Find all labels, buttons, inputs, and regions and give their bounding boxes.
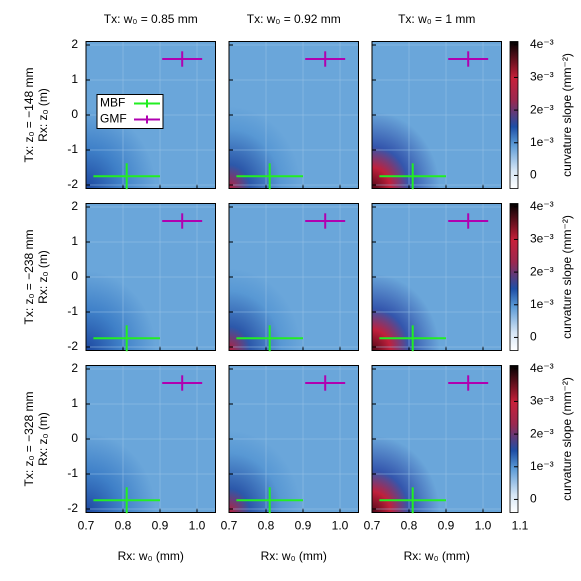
y-tick-label: 2 <box>71 37 78 51</box>
y-tick-label: -1 <box>67 304 78 318</box>
y-tick-label: 0 <box>71 107 78 121</box>
colorbar-label: curvature slope (mm⁻²) <box>560 215 574 339</box>
x-tick-label: 1.0 <box>475 519 492 533</box>
colorbar-tick-label: 1e⁻³ <box>530 135 554 149</box>
x-tick-label: 0.7 <box>78 519 95 533</box>
x-tick-label: 0.8 <box>115 519 132 533</box>
colorbar-tick-label: 0 <box>530 330 537 344</box>
y-tick-label: 2 <box>71 361 78 375</box>
column-title: Tx: w₀ = 0.92 mm <box>247 12 341 26</box>
colorbar-tick-label: 0 <box>530 168 537 182</box>
colorbar-label: curvature slope (mm⁻²) <box>560 377 574 501</box>
panel-frame <box>371 41 502 189</box>
colorbar-tick-label: 2e⁻³ <box>530 264 554 278</box>
x-tick-label: 0.7 <box>221 519 238 533</box>
colorbar <box>509 203 519 351</box>
x-tick-label: 0.9 <box>438 519 455 533</box>
panel-frame <box>228 365 359 513</box>
colorbar-tick-label: 4e⁻³ <box>530 361 554 375</box>
panel-frame <box>228 41 359 189</box>
y-tick-label: -2 <box>67 339 78 353</box>
y-tick-label: 0 <box>71 269 78 283</box>
panel-frame <box>85 203 216 351</box>
x-tick-label: 0.7 <box>364 519 381 533</box>
y-axis-label: Rx: z₀ (m) <box>36 250 50 304</box>
panel-frame <box>85 41 216 189</box>
y-tick-label: 1 <box>71 72 78 86</box>
panel-frame <box>371 365 502 513</box>
panel-frame <box>371 203 502 351</box>
colorbar-tick-label: 2e⁻³ <box>530 426 554 440</box>
x-tick-label: 0.9 <box>295 519 312 533</box>
panel-frame <box>85 365 216 513</box>
y-axis-label: Rx: z₀ (m) <box>36 88 50 142</box>
legend-label: GMF <box>100 112 127 126</box>
colorbar <box>509 365 519 513</box>
x-tick-label: 1.0 <box>189 519 206 533</box>
row-label: Tx: z₀ = −238 mm <box>22 229 36 324</box>
x-tick-label: 0.8 <box>401 519 418 533</box>
y-tick-label: -2 <box>67 177 78 191</box>
colorbar-tick-label: 4e⁻³ <box>530 37 554 51</box>
y-tick-label: -2 <box>67 501 78 515</box>
colorbar-tick-label: 3e⁻³ <box>530 394 554 408</box>
colorbar <box>509 41 519 189</box>
x-axis-label: Rx: w₀ (mm) <box>404 549 470 563</box>
y-tick-label: 2 <box>71 199 78 213</box>
y-tick-label: -1 <box>67 142 78 156</box>
row-label: Tx: z₀ = −328 mm <box>22 391 36 486</box>
colorbar-tick-label: 0 <box>530 492 537 506</box>
legend-label: MBF <box>100 96 125 110</box>
y-tick-label: 1 <box>71 234 78 248</box>
colorbar-tick-label: 3e⁻³ <box>530 232 554 246</box>
colorbar-tick-label: 2e⁻³ <box>530 102 554 116</box>
x-tick-label: 0.8 <box>258 519 275 533</box>
legend-box <box>96 94 164 129</box>
colorbar-tick-label: 3e⁻³ <box>530 70 554 84</box>
column-title: Tx: w₀ = 1 mm <box>398 12 475 26</box>
colorbar-tick-label: 1e⁻³ <box>530 459 554 473</box>
x-axis-label: Rx: w₀ (mm) <box>118 549 184 563</box>
column-title: Tx: w₀ = 0.85 mm <box>104 12 198 26</box>
x-axis-label: Rx: w₀ (mm) <box>261 549 327 563</box>
y-tick-label: 0 <box>71 431 78 445</box>
row-label: Tx: z₀ = −148 mm <box>22 67 36 162</box>
colorbar-tick-label: 4e⁻³ <box>530 199 554 213</box>
panel-frame <box>228 203 359 351</box>
y-axis-label: Rx: z₀ (m) <box>36 412 50 466</box>
x-tick-label: 1.1 <box>512 519 529 533</box>
x-tick-label: 0.9 <box>152 519 169 533</box>
y-tick-label: -1 <box>67 466 78 480</box>
colorbar-tick-label: 1e⁻³ <box>530 297 554 311</box>
y-tick-label: 1 <box>71 396 78 410</box>
colorbar-label: curvature slope (mm⁻²) <box>560 53 574 177</box>
x-tick-label: 1.0 <box>332 519 349 533</box>
